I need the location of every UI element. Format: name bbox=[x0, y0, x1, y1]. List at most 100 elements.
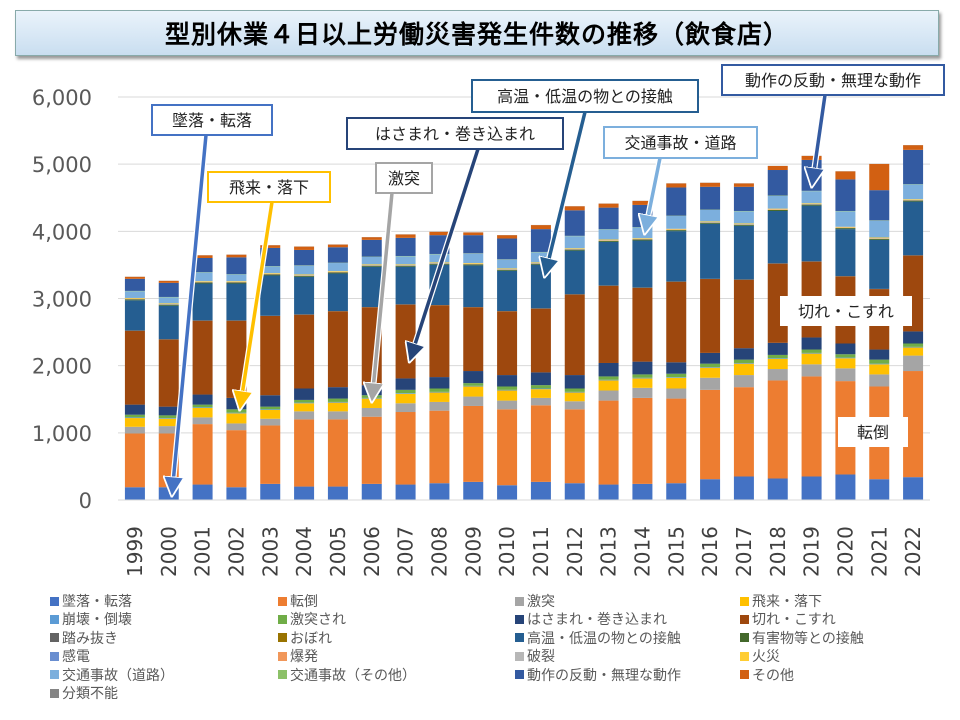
bar-segment bbox=[835, 343, 856, 355]
legend-label: 激突され bbox=[290, 612, 346, 629]
legend-item: 飛来・落下 bbox=[740, 591, 822, 611]
bar-segment bbox=[463, 385, 484, 387]
bar-segment bbox=[903, 200, 924, 202]
bar-segment bbox=[429, 391, 450, 393]
bar-segment bbox=[835, 226, 856, 228]
bar-segment bbox=[192, 282, 213, 284]
bar-segment bbox=[124, 299, 145, 301]
legend-swatch bbox=[50, 651, 59, 661]
chart-title: 型別休業４日以上労働災害発生件数の推移（飲食店） bbox=[15, 10, 939, 56]
bar-segment bbox=[666, 216, 687, 229]
bar-segment bbox=[801, 352, 822, 354]
annotation-box bbox=[151, 104, 273, 136]
bar-segment bbox=[733, 359, 754, 363]
bar-segment bbox=[733, 348, 754, 360]
bar-segment bbox=[767, 210, 788, 264]
bar-segment bbox=[598, 379, 619, 381]
bar-segment bbox=[869, 359, 890, 364]
bar-segment bbox=[733, 362, 754, 364]
bar-segment bbox=[260, 406, 281, 410]
bar-segment bbox=[497, 235, 518, 239]
bar-segment bbox=[226, 487, 247, 500]
legend-item: 動作の反動・無理な動作 bbox=[515, 665, 681, 685]
bar-segment bbox=[294, 403, 315, 412]
bar-segment bbox=[700, 367, 721, 368]
bar-segment bbox=[835, 358, 856, 369]
bar-segment bbox=[801, 191, 822, 204]
bar-segment bbox=[294, 246, 315, 250]
bar-segment bbox=[226, 320, 247, 398]
x-tick-label: 2009 bbox=[461, 526, 485, 577]
bar-segment bbox=[463, 307, 484, 372]
bar-segment bbox=[395, 393, 416, 404]
bar-segment bbox=[903, 347, 924, 356]
legend-swatch bbox=[50, 596, 59, 606]
y-tick-label: 4,000 bbox=[32, 220, 92, 244]
bar-segment bbox=[903, 201, 924, 256]
bar-segment bbox=[530, 229, 551, 252]
bar-segment bbox=[598, 390, 619, 401]
bar-segment bbox=[463, 253, 484, 264]
bar-segment bbox=[530, 481, 551, 500]
bar-segment bbox=[632, 361, 653, 375]
bar-segment bbox=[429, 254, 450, 263]
bar-segment bbox=[564, 483, 585, 500]
legend-label: 転倒 bbox=[290, 594, 318, 610]
legend-item: 爆発 bbox=[278, 646, 318, 666]
bar-segment bbox=[429, 392, 450, 402]
legend-label: 墜落・転落 bbox=[62, 594, 132, 610]
bar-segment bbox=[463, 405, 484, 482]
y-tick-label: 1,000 bbox=[32, 422, 92, 446]
annotation-label: 切れ・こすれ bbox=[798, 302, 894, 321]
x-tick-label: 2016 bbox=[698, 526, 722, 577]
bar-segment bbox=[632, 239, 653, 241]
legend-label: 切れ・こすれ bbox=[752, 612, 836, 629]
bar-segment bbox=[294, 411, 315, 420]
annotation-label: はさまれ・巻き込まれ bbox=[375, 125, 535, 144]
bar-segment bbox=[564, 294, 585, 376]
annotation-arrow bbox=[645, 157, 662, 232]
bar-segment bbox=[124, 417, 145, 419]
x-tick-label: 2022 bbox=[901, 526, 925, 577]
bar-segment bbox=[463, 383, 484, 386]
bar-segment bbox=[395, 256, 416, 265]
bar-segment bbox=[260, 425, 281, 484]
legend-swatch bbox=[515, 651, 524, 661]
bar-segment bbox=[192, 407, 213, 418]
legend-label: 感電 bbox=[62, 649, 90, 666]
bar-segment bbox=[835, 211, 856, 227]
legend-swatch bbox=[50, 614, 59, 624]
bar-segment bbox=[429, 305, 450, 378]
bar-segment bbox=[632, 287, 653, 362]
legend-item: 有害物等との接触 bbox=[740, 628, 864, 648]
bar-segment bbox=[564, 392, 585, 402]
bar-segment bbox=[632, 483, 653, 500]
bar-segment bbox=[700, 352, 721, 364]
bar-segment bbox=[598, 240, 619, 242]
bar-segment bbox=[260, 273, 281, 274]
bar-segment bbox=[869, 364, 890, 375]
bar-segment bbox=[835, 368, 856, 382]
annotation-label: 交通事故・道路 bbox=[624, 134, 736, 153]
bar-segment bbox=[767, 354, 788, 359]
bar-segment bbox=[598, 229, 619, 240]
bar-segment bbox=[361, 256, 382, 265]
bar-segment bbox=[463, 481, 484, 500]
x-tick-label: 2018 bbox=[766, 526, 790, 577]
x-tick-label: 2011 bbox=[529, 526, 553, 577]
bar-segment bbox=[632, 227, 653, 239]
legend-swatch bbox=[278, 596, 287, 606]
bar-segment bbox=[124, 487, 145, 500]
legend-swatch bbox=[50, 633, 59, 643]
bar-segment bbox=[497, 386, 518, 390]
legend-swatch bbox=[740, 670, 749, 680]
x-tick-label: 2021 bbox=[867, 526, 891, 577]
bar-segment bbox=[903, 331, 924, 344]
bar-segment bbox=[564, 206, 585, 211]
bar-segment bbox=[192, 255, 213, 258]
annotation-label: 転倒 bbox=[857, 423, 889, 442]
bar-segment bbox=[158, 303, 179, 305]
bar-segment bbox=[700, 279, 721, 353]
bar-segment bbox=[632, 378, 653, 388]
